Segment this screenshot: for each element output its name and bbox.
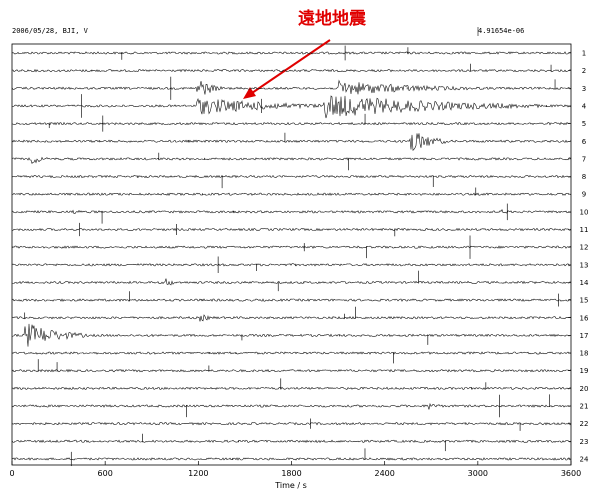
trace — [11, 209, 572, 215]
row-label: 9 — [582, 191, 586, 199]
x-axis-label: Time / s — [274, 481, 307, 490]
annotation-arrow — [251, 39, 331, 94]
row-label: 1 — [582, 50, 586, 58]
row-label: 15 — [580, 297, 589, 305]
row-label: 4 — [582, 102, 587, 110]
trace — [11, 439, 572, 444]
trace — [11, 245, 572, 249]
trace — [11, 457, 572, 461]
trace — [11, 368, 572, 373]
trace — [11, 95, 572, 119]
row-label: 18 — [580, 350, 589, 358]
x-tick-label: 1200 — [188, 469, 208, 478]
annotation: 遠地地震 — [298, 8, 367, 29]
x-tick-label: 600 — [98, 469, 113, 478]
row-label: 8 — [582, 173, 586, 181]
row-label: 10 — [580, 208, 589, 216]
row-label: 11 — [580, 226, 589, 234]
row-label: 7 — [582, 155, 586, 163]
trace — [11, 51, 572, 55]
x-tick-label: 2400 — [374, 469, 394, 478]
arrow-head — [243, 87, 256, 99]
x-tick-label: 0 — [9, 469, 14, 478]
trace — [11, 133, 572, 151]
trace — [12, 278, 572, 286]
row-label: 6 — [582, 138, 587, 146]
row-label: 22 — [580, 420, 589, 428]
trace — [11, 174, 572, 179]
row-label: 5 — [582, 120, 586, 128]
x-tick-label: 3000 — [468, 469, 488, 478]
row-label: 20 — [580, 385, 589, 393]
trace — [11, 386, 572, 390]
trace — [12, 68, 572, 73]
trace — [11, 298, 572, 302]
trace — [11, 263, 572, 267]
row-label: 14 — [580, 279, 589, 287]
row-label: 12 — [580, 244, 589, 252]
trace — [11, 402, 572, 410]
x-tick-label: 3600 — [561, 469, 581, 478]
row-label: 19 — [580, 367, 589, 375]
row-label: 13 — [580, 261, 589, 269]
trace — [11, 421, 572, 426]
row-label: 21 — [580, 403, 589, 411]
header-right: 4.91654e-06 — [478, 27, 524, 35]
row-label: 2 — [582, 67, 586, 75]
x-tick-label: 1800 — [281, 469, 301, 478]
row-label: 24 — [580, 455, 589, 463]
row-label: 23 — [580, 438, 589, 446]
trace — [11, 323, 572, 347]
row-label: 16 — [580, 314, 589, 322]
trace — [11, 351, 572, 355]
trace — [11, 156, 572, 164]
trace — [11, 79, 572, 95]
trace — [11, 121, 572, 126]
trace — [11, 192, 572, 196]
header-left: 2006/05/28, BJI, V — [12, 27, 89, 35]
trace — [11, 227, 572, 232]
row-label: 3 — [582, 85, 586, 93]
row-label: 17 — [580, 332, 589, 340]
trace — [11, 314, 572, 322]
